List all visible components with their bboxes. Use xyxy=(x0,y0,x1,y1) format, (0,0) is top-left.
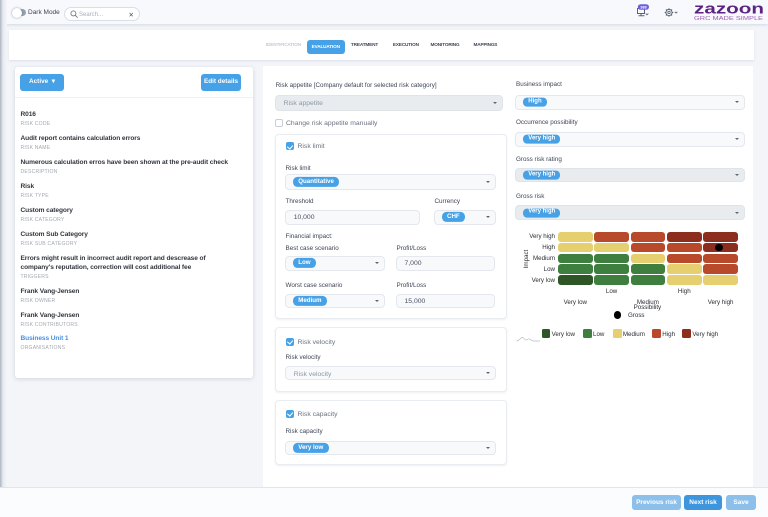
svg-text:388: 388 xyxy=(640,6,646,10)
svg-text:zazoon: zazoon xyxy=(694,2,764,18)
svg-text:GRC MADE SIMPLE: GRC MADE SIMPLE xyxy=(694,16,764,22)
